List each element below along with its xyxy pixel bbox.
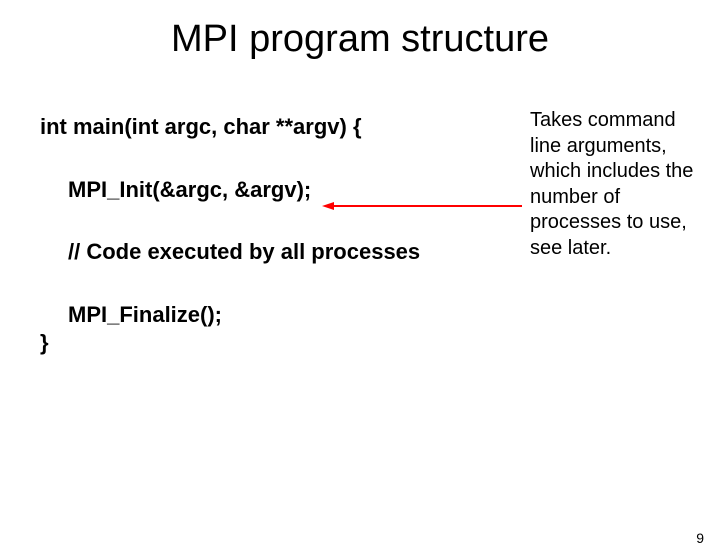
- arrow-icon: [322, 201, 522, 211]
- annotation-text: Takes command line arguments, which incl…: [530, 108, 705, 262]
- code-close-brace: }: [40, 329, 510, 358]
- code-comment: // Code executed by all processes: [68, 238, 510, 267]
- code-mpi-finalize: MPI_Finalize();: [68, 301, 510, 330]
- code-mpi-init: MPI_Init(&argc, &argv);: [68, 176, 510, 205]
- page-number: 9: [696, 530, 704, 546]
- slide-title: MPI program structure: [0, 18, 720, 61]
- code-main-decl: int main(int argc, char **argv) {: [40, 113, 510, 142]
- code-block: int main(int argc, char **argv) { MPI_In…: [40, 113, 510, 358]
